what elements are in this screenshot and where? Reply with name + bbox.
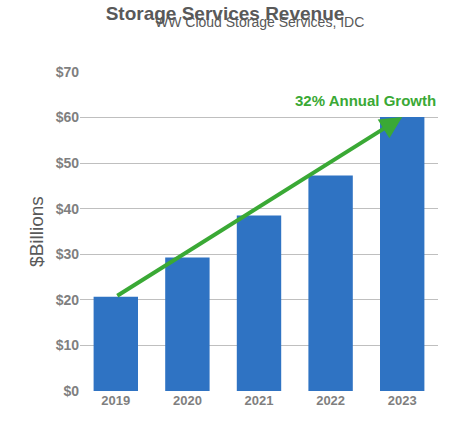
svg-text:$0: $0: [63, 383, 79, 399]
svg-text:2021: 2021: [245, 393, 274, 408]
svg-text:2022: 2022: [316, 393, 345, 408]
svg-text:32% Annual Growth: 32% Annual Growth: [295, 92, 436, 109]
svg-text:$70: $70: [56, 64, 80, 80]
svg-text:$30: $30: [56, 246, 80, 262]
svg-text:$20: $20: [56, 292, 80, 308]
svg-text:$60: $60: [56, 109, 80, 125]
svg-text:2023: 2023: [388, 393, 417, 408]
svg-text:2019: 2019: [101, 393, 130, 408]
svg-text:2020: 2020: [173, 393, 202, 408]
svg-text:$Billions: $Billions: [26, 196, 47, 267]
svg-text:$50: $50: [56, 155, 80, 171]
svg-text:$10: $10: [56, 337, 80, 353]
svg-text:$40: $40: [56, 201, 80, 217]
svg-text:WW Cloud Storage Services, IDC: WW Cloud Storage Services, IDC: [155, 14, 364, 30]
svg-text:Storage Services Revenue: Storage Services Revenue: [106, 3, 345, 24]
